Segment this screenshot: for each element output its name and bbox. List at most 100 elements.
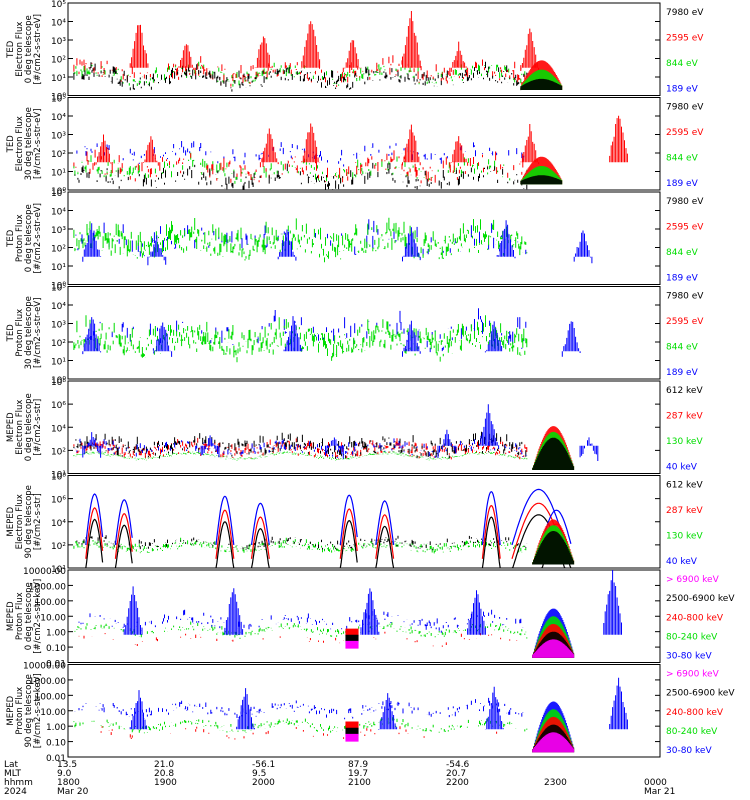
y-tick-label: 100.00 [35,692,67,702]
panel-ted-e-0: 10⁰ 10¹ 10² 10³ 10⁴ 10⁵ TED Electron Flux 0 deg … [6,0,704,103]
y-tick-label: 10⁴ [51,519,66,529]
arch-red [481,504,501,559]
legend-entry: 130 keV [666,437,703,447]
x-tick-label: 87.9 [348,760,368,770]
y-axis-label: [#/cm2-s-str] [33,493,43,550]
spike [520,124,540,165]
spike [259,128,279,168]
y-tick-label: 10² [51,542,66,552]
x-tick-label: 19.7 [348,769,368,779]
y-axis-label: Proton Flux [15,309,25,357]
legend-entry: > 6900 keV [666,575,720,585]
y-tick-label: 10⁵ [51,0,66,10]
y-tick-label: 1.00 [46,723,66,733]
y-axis-label: Electron Flux [15,494,25,549]
legend-entry: 7980 eV [666,197,704,207]
arch-blue [85,493,104,545]
arch-red [339,508,358,559]
spike [402,11,421,68]
series-blue [88,308,527,353]
hump-black [532,437,575,470]
spike [561,321,581,357]
y-axis-label: 90 deg telescope [24,485,34,558]
x-tick-label: 20.8 [154,769,174,779]
y-axis-label: MEPED [6,601,16,631]
legend-entry: 7980 eV [666,8,704,18]
x-tick-label: 20.7 [446,769,466,779]
series-black [73,61,528,92]
x-tick-label: -54.6 [446,760,470,770]
legend-entry: 2595 eV [666,34,704,44]
legend-entry: 844 eV [666,343,699,353]
spike [301,21,321,68]
arch-blue [375,500,395,545]
x-tick-label: 0000 [644,778,667,788]
y-tick-label: 0.01 [46,660,66,670]
arch-red [85,507,104,559]
panel-data [73,308,581,363]
y-tick-label: 10³ [51,37,66,47]
legend-entry: 189 eV [666,85,699,95]
legend-entry: 844 eV [666,59,699,69]
panel-data [73,11,563,92]
arch-blue [339,494,358,545]
hump-black [520,78,563,90]
legend-entry: 240-800 keV [666,708,724,718]
y-tick-label: 10¹ [51,471,66,481]
y-axis-label: Proton Flux [15,592,25,640]
panel-meped-p-90: 0.01 0.10 1.00 10.00 100.00 1000.00 10000.00 ME… [6,662,735,765]
y-axis-label: 30 deg telescope [24,296,34,369]
legend-entry: 7980 eV [666,292,704,302]
panel-data [74,570,622,658]
spike [496,220,516,259]
spike [277,229,297,261]
panel-meped-e-90: 10¹ 10² 10⁴ 10⁶ 10⁸ MEPED Electron Flux 90 deg … [6,473,703,576]
arch-black [85,518,104,568]
x-row-label: 2024 [4,787,27,797]
arch-red [375,514,395,559]
spike [325,437,344,459]
y-tick-label: 1000.00 [29,677,66,687]
y-tick-label: 10000.00 [23,567,66,577]
spike [342,40,362,72]
spike [484,686,504,730]
arch-black [481,516,501,568]
y-tick-label: 10⁴ [51,19,66,29]
y-axis-label: Electron Flux [15,116,25,171]
panel-data [73,404,599,470]
y-tick-label: 10² [51,150,66,160]
series-green [73,315,528,363]
y-axis-label: [#/cm2-s-str] [33,399,43,456]
legend-entry: 7980 eV [666,103,704,113]
legend-entry: 844 eV [666,154,699,164]
lowhump-black [345,727,359,736]
y-axis-label: [#/cm2-s-str-eV] [33,298,43,368]
series-red [73,149,524,184]
legend-entry: 30-80 keV [666,746,712,756]
lowhump-red [345,721,359,730]
legend-entry: > 6900 keV [666,670,720,680]
legend-entry: 2500-6900 keV [666,594,735,604]
y-axis-label: MEPED [6,506,16,536]
spike [579,437,599,461]
x-tick-label: 1900 [154,778,177,788]
x-tick-label: 2300 [544,778,567,788]
x-tick-label: 21.0 [154,760,174,770]
y-axis-label: MEPED [6,412,16,442]
y-tick-label: 10³ [51,321,66,331]
y-axis-label: Electron Flux [15,400,25,455]
arch-black [375,525,395,568]
panel-data [73,115,628,190]
y-axis-label: [#/cm2-s-str-keV] [33,673,43,748]
legend-entry: 612 keV [666,386,703,396]
x-row-label: hhmm [4,778,33,788]
lowhump-magenta [345,640,359,649]
panel-data [73,677,628,753]
spike [254,36,273,68]
y-tick-label: 10² [51,447,66,457]
series-green [73,217,528,263]
spike [129,690,149,730]
y-tick-label: 1.00 [46,629,66,639]
arch-blue [114,499,133,545]
